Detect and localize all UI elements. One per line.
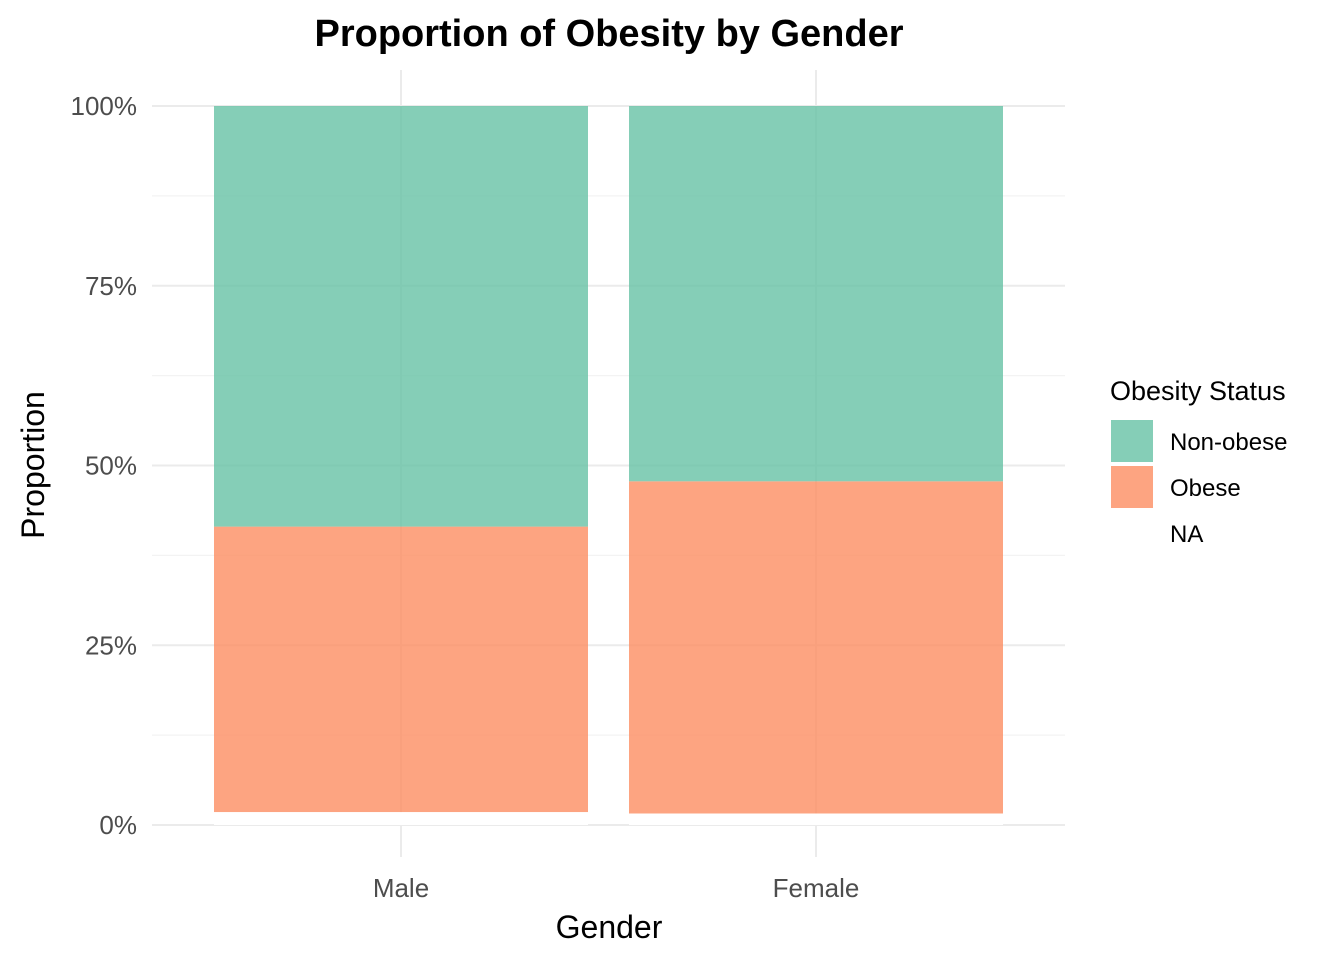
bar-female-non-obese [629, 106, 1003, 482]
x-axis-ticks: Male Female [373, 873, 860, 903]
legend-label-non-obese: Non-obese [1170, 429, 1287, 456]
legend-swatch-non-obese [1111, 420, 1153, 462]
y-axis-ticks: 0% 25% 50% 75% 100% [71, 91, 138, 840]
legend-swatch-na [1111, 512, 1153, 554]
x-tick-label: Male [373, 873, 429, 903]
legend-label-obese: Obese [1170, 475, 1241, 502]
bars [214, 106, 1003, 825]
legend-title: Obesity Status [1110, 376, 1286, 406]
x-axis-title: Gender [556, 909, 663, 945]
y-tick-label: 100% [71, 91, 138, 121]
bar-female-na [629, 813, 1003, 825]
legend: Obesity Status Non-obese Obese NA [1110, 376, 1287, 554]
bar-male-non-obese [214, 106, 588, 527]
x-tick-label: Female [773, 873, 860, 903]
y-tick-label: 75% [85, 271, 137, 301]
chart-title: Proportion of Obesity by Gender [314, 13, 903, 55]
y-tick-label: 0% [99, 810, 137, 840]
y-tick-label: 50% [85, 451, 137, 481]
y-tick-label: 25% [85, 630, 137, 660]
bar-male-na [214, 812, 588, 825]
legend-swatch-obese [1111, 466, 1153, 508]
y-axis-title: Proportion [15, 391, 51, 539]
legend-label-na: NA [1170, 521, 1203, 548]
bar-female-obese [629, 481, 1003, 814]
bar-male-obese [214, 526, 588, 813]
